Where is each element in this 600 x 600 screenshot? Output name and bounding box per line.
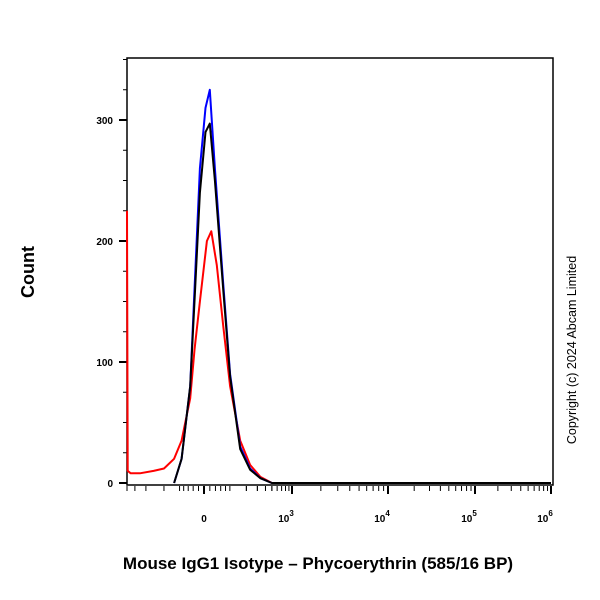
x-tick-label: 104 (374, 509, 390, 525)
series-group (126, 88, 551, 484)
x-axis-title: Mouse IgG1 Isotype – Phycoerythrin (585/… (123, 554, 513, 573)
plot-frame (126, 57, 554, 486)
x-tick-label: 106 (537, 509, 553, 525)
y-axis-title: Count (18, 246, 38, 298)
copyright-annotation: Copyright (c) 2024 Abcam Limited (565, 256, 579, 444)
x-tick-base: 10 (537, 514, 549, 525)
x-tick-base: 10 (374, 514, 386, 525)
x-tick-exponent: 5 (472, 509, 477, 518)
x-tick-label: 0 (201, 514, 207, 525)
x-tick-label: 103 (278, 509, 294, 525)
x-tick-base: 10 (278, 514, 290, 525)
series-line-2 (173, 122, 551, 484)
series-line-0 (126, 210, 551, 484)
y-axis: 0 100 200 300 (96, 59, 127, 490)
y-tick-label: 100 (96, 358, 113, 369)
x-tick-base: 0 (201, 514, 207, 525)
series-line-1 (173, 88, 551, 484)
x-tick-exponent: 6 (548, 509, 553, 518)
x-tick-exponent: 3 (289, 509, 294, 518)
x-tick-exponent: 4 (385, 509, 390, 518)
y-tick-label: 200 (96, 237, 113, 248)
y-tick-label: 0 (107, 479, 113, 490)
y-tick-label: 300 (96, 116, 113, 127)
x-tick-base: 10 (461, 514, 473, 525)
x-tick-label: 105 (461, 509, 477, 525)
